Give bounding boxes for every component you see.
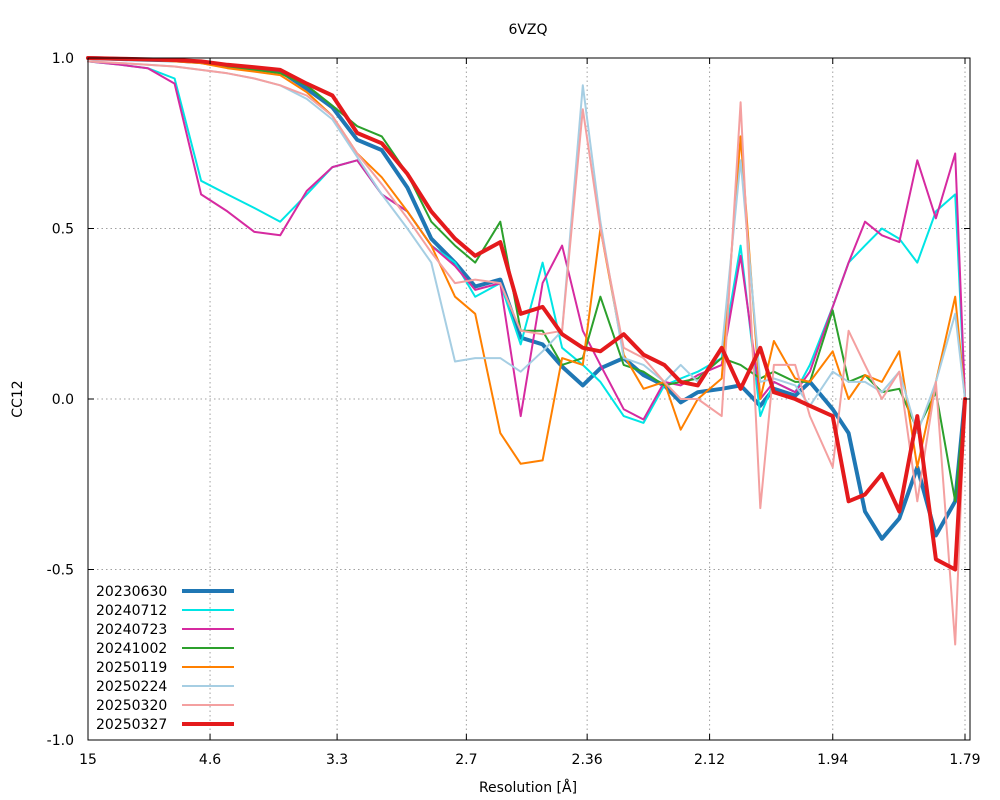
legend-label: 20250320 (96, 698, 167, 714)
series-lines (86, 56, 967, 646)
x-tick-label: 3.3 (326, 752, 348, 768)
series-line-20250327 (86, 56, 967, 572)
y-tick-label: -0.5 (47, 563, 74, 579)
legend-label: 20241002 (96, 641, 167, 657)
grid-lines (87, 57, 970, 741)
axis-ticks: 15 4.6 3.3 2.7 2.36 2.12 1.94 1.79 1.0 0.5 0.0 -0.5… (47, 51, 981, 768)
y-tick-label: -1.0 (47, 733, 74, 749)
legend-label: 20240712 (96, 603, 167, 619)
y-axis-title: CC12 (10, 380, 26, 417)
legend: 20230630 20240712 20240723 20241002 20250119… (96, 584, 234, 733)
series-line-20241002 (87, 57, 966, 503)
x-tick-label: 2.12 (694, 752, 725, 768)
y-tick-label: 0.0 (52, 392, 74, 408)
legend-label: 20250224 (96, 679, 167, 695)
x-tick-label: 1.94 (817, 752, 848, 768)
x-tick-label: 1.79 (949, 752, 980, 768)
chart-title: 6VZQ (508, 22, 547, 38)
legend-label: 20250327 (96, 717, 167, 733)
x-tick-label: 15 (79, 752, 97, 768)
x-tick-label: 2.7 (455, 752, 477, 768)
x-axis-title: Resolution [Å] (479, 779, 577, 796)
legend-label: 20250119 (96, 660, 167, 676)
x-tick-label: 4.6 (199, 752, 221, 768)
y-tick-label: 0.5 (52, 222, 74, 238)
legend-label: 20230630 (96, 584, 167, 600)
legend-label: 20240723 (96, 622, 167, 638)
series-line-20250320 (87, 60, 966, 646)
x-tick-label: 2.36 (572, 752, 603, 768)
series-line-20240712 (87, 60, 966, 424)
series-line-20250119 (87, 57, 966, 469)
y-tick-label: 1.0 (52, 51, 74, 67)
